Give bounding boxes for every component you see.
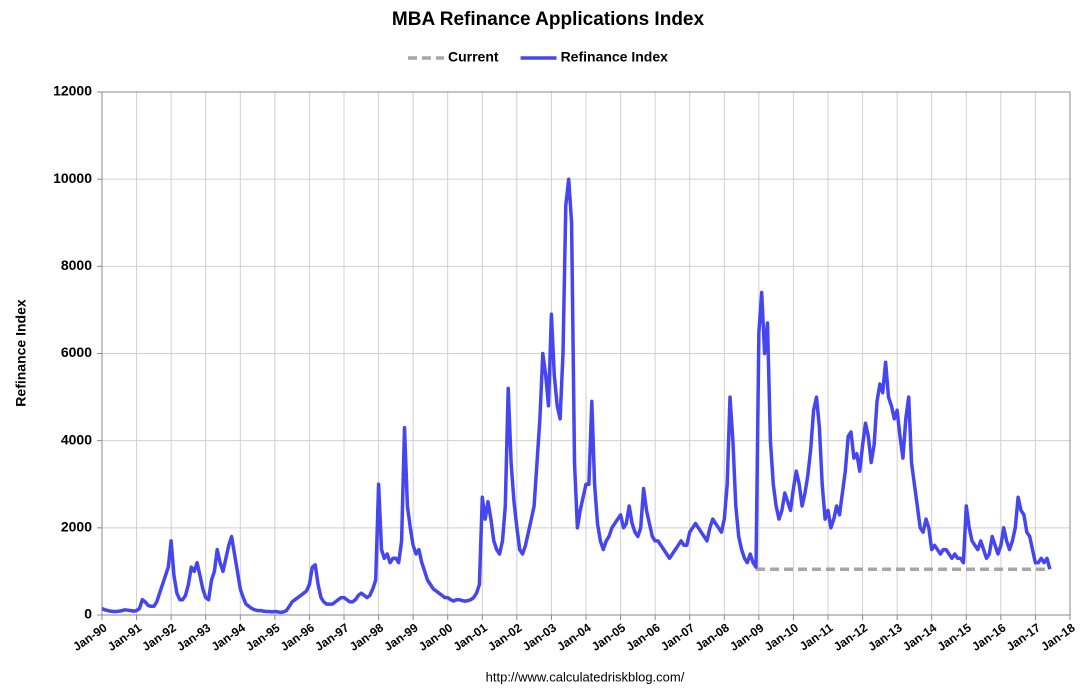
- plot-border: [101, 91, 1071, 616]
- y-tick-label: 10000: [53, 170, 92, 186]
- y-tick-label: 8000: [61, 257, 92, 273]
- legend-label: Current: [448, 49, 499, 65]
- y-axis-label: Refinance Index: [13, 299, 29, 407]
- y-tick-label: 2000: [61, 519, 92, 535]
- series-line: [101, 177, 1052, 615]
- chart-title: MBA Refinance Applications Index: [392, 9, 705, 30]
- source: http://www.calculatedriskblog.com/: [486, 669, 685, 684]
- y-tick-label: 6000: [61, 344, 92, 360]
- legend-label: Refinance Index: [561, 49, 669, 65]
- y-tick-label: 12000: [53, 83, 92, 99]
- y-tick-label: 4000: [61, 431, 92, 447]
- y-tick-label: 0: [84, 606, 92, 622]
